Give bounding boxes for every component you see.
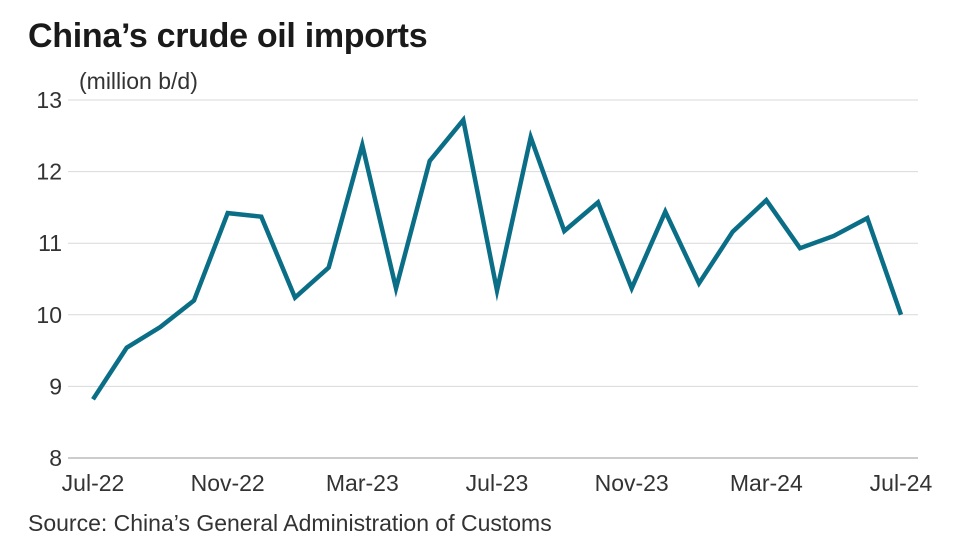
x-tick-label: Jul-24 xyxy=(870,470,933,496)
x-axis-ticks: Jul-22 Nov-22 Mar-23 Jul-23 Nov-23 Mar-24 Jul-… xyxy=(62,470,933,496)
chart-title: China’s crude oil imports xyxy=(28,17,428,55)
x-tick-label: Mar-23 xyxy=(326,470,399,496)
series-layer xyxy=(91,114,904,401)
x-tick-label: Jul-22 xyxy=(62,470,125,496)
y-axis-unit-label: (million b/d) xyxy=(79,68,198,94)
x-tick-label: Mar-24 xyxy=(730,470,803,496)
y-tick-label: 12 xyxy=(36,159,62,185)
x-tick-label: Jul-23 xyxy=(466,470,529,496)
x-tick-label: Nov-22 xyxy=(191,470,265,496)
y-tick-label: 8 xyxy=(49,445,62,471)
y-tick-label: 13 xyxy=(36,87,62,113)
y-tick-label: 11 xyxy=(38,230,62,256)
series-line-0 xyxy=(91,114,904,401)
y-tick-label: 10 xyxy=(36,302,62,328)
x-tick-label: Nov-23 xyxy=(595,470,669,496)
y-axis-ticks: 8 9 10 11 12 13 xyxy=(36,87,62,471)
gridlines xyxy=(68,99,918,459)
y-tick-label: 9 xyxy=(49,373,62,399)
source-note: Source: China’s General Administration o… xyxy=(28,510,552,536)
